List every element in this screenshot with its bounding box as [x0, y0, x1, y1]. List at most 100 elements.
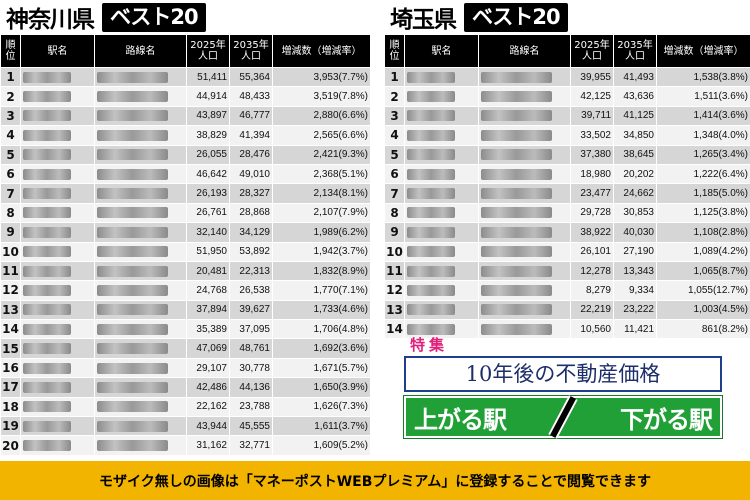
population-2025-cell: 29,728: [570, 202, 614, 224]
station-name-cell: [20, 202, 95, 224]
table-row: 15 47,069 48,761 1,692(3.6%): [0, 338, 371, 359]
rank-cell: 11: [0, 260, 21, 282]
table-row: 11 20,481 22,313 1,832(8.9%): [0, 260, 371, 282]
station-name-cell: [20, 396, 95, 418]
population-2035-cell: 49,010: [229, 163, 273, 185]
best20-label: ベスト20: [464, 2, 568, 32]
mosaic-blur: [23, 420, 72, 432]
rank-cell: 10: [384, 241, 405, 262]
population-2035-cell: 40,030: [613, 222, 657, 243]
rank-cell: 1: [0, 66, 21, 88]
rank-cell: 17: [0, 377, 21, 398]
population-2035-cell: 30,778: [229, 357, 273, 379]
table-row: 7 26,193 28,327 2,134(8.1%): [0, 183, 371, 204]
mosaic-blur: [97, 188, 169, 200]
change-cell: 861(8.2%): [656, 319, 750, 340]
line-name-cell: [94, 86, 187, 107]
station-name-cell: [20, 377, 95, 398]
table-row: 16 29,107 30,778 1,671(5.7%): [0, 357, 371, 379]
mosaic-blur: [23, 284, 72, 296]
rank-cell: 12: [384, 280, 405, 301]
premium-footer-banner[interactable]: モザイク無しの画像は「マネーポストWEBプレミアム」に登録することで閲覧できます: [0, 461, 750, 500]
table-header-row: 順位 駅名 路線名 2025年 人口 2035年 人口 増減数（増減率）: [0, 34, 371, 68]
table-row: 5 26,055 28,476 2,421(9.3%): [0, 144, 371, 165]
population-2035-cell: 38,645: [613, 144, 657, 165]
rank-cell: 16: [0, 357, 21, 379]
population-2025-cell: 22,162: [186, 396, 230, 418]
mosaic-blur: [23, 440, 72, 452]
footer-text: モザイク無しの画像は「マネーポストWEBプレミアム」に登録することで閲覧できます: [99, 473, 651, 490]
table-row: 14 35,389 37,095 1,706(4.8%): [0, 319, 371, 340]
table-row: 8 29,728 30,853 1,125(3.8%): [384, 202, 750, 224]
mosaic-blur: [97, 420, 169, 432]
population-2035-cell: 24,662: [613, 183, 657, 204]
rank-cell: 6: [0, 163, 21, 185]
table-row: 9 38,922 40,030 1,108(2.8%): [384, 222, 750, 243]
line-name-cell: [94, 377, 187, 398]
change-cell: 2,880(6.6%): [272, 105, 371, 127]
rank-cell: 15: [0, 338, 21, 359]
line-name-cell: [94, 357, 187, 379]
mosaic-blur: [23, 110, 72, 122]
rank-cell: 10: [0, 241, 21, 262]
population-2025-cell: 29,107: [186, 357, 230, 379]
table-row: 12 8,279 9,334 1,055(12.7%): [384, 280, 750, 301]
line-name-cell: [94, 299, 187, 321]
station-name-cell: [404, 105, 479, 127]
population-2035-cell: 9,334: [613, 280, 657, 301]
station-name-cell: [404, 66, 479, 88]
population-2025-cell: 24,768: [186, 280, 230, 301]
slash-divider: [548, 395, 578, 439]
mosaic-blur: [481, 149, 553, 161]
table-row: 3 39,711 41,125 1,414(3.6%): [384, 105, 750, 127]
mosaic-blur: [23, 188, 72, 200]
population-2025-cell: 20,481: [186, 260, 230, 282]
table-row: 12 24,768 26,538 1,770(7.1%): [0, 280, 371, 301]
rank-cell: 20: [0, 435, 21, 456]
station-name-cell: [404, 183, 479, 204]
station-name-cell: [404, 125, 479, 146]
mosaic-blur: [481, 226, 553, 238]
mosaic-blur: [97, 265, 169, 277]
best20-label: ベスト20: [102, 2, 206, 32]
mosaic-blur: [407, 149, 456, 161]
mosaic-blur: [97, 110, 169, 122]
line-name-cell: [94, 260, 187, 282]
population-2025-cell: 42,125: [570, 86, 614, 107]
mosaic-blur: [97, 381, 169, 393]
kanagawa-title-row: 神奈川県 ベスト20: [0, 0, 370, 34]
line-name-cell: [478, 86, 571, 107]
mosaic-blur: [407, 304, 456, 316]
table-header-row: 順位 駅名 路線名 2025年 人口 2035年 人口 増減数（増減率）: [384, 34, 750, 68]
mosaic-blur: [407, 226, 456, 238]
line-name-cell: [94, 396, 187, 418]
station-name-cell: [20, 86, 95, 107]
table-row: 13 22,219 23,222 1,003(4.5%): [384, 299, 750, 321]
population-2025-cell: 43,944: [186, 416, 230, 437]
population-2035-cell: 41,125: [613, 105, 657, 127]
table-row: 14 10,560 11,421 861(8.2%): [384, 319, 750, 340]
mosaic-blur: [407, 284, 456, 296]
mosaic-blur: [23, 246, 72, 258]
mosaic-blur: [97, 362, 169, 374]
population-2035-cell: 48,433: [229, 86, 273, 107]
change-cell: 1,222(6.4%): [656, 163, 750, 185]
falling-stations-label: 下がる駅: [620, 405, 713, 434]
population-2025-cell: 23,477: [570, 183, 614, 204]
population-2035-cell: 27,190: [613, 241, 657, 262]
table-row: 7 23,477 24,662 1,185(5.0%): [384, 183, 750, 204]
header-change: 増減数（増減率）: [272, 34, 371, 68]
saitama-title-row: 埼玉県 ベスト20: [384, 0, 750, 34]
change-cell: 1,003(4.5%): [656, 299, 750, 321]
population-2035-cell: 28,868: [229, 202, 273, 224]
population-2035-cell: 39,627: [229, 299, 273, 321]
feature-overlay: 特集 10年後の不動産価格 上がる駅 下がる駅: [394, 334, 728, 458]
change-cell: 1,706(4.8%): [272, 319, 371, 340]
rank-cell: 6: [384, 163, 405, 185]
rank-cell: 13: [0, 299, 21, 321]
header-rank: 順位: [384, 34, 405, 68]
station-name-cell: [20, 435, 95, 456]
change-cell: 1,511(3.6%): [656, 86, 750, 107]
station-name-cell: [20, 183, 95, 204]
header-2025: 2025年 人口: [570, 34, 614, 68]
